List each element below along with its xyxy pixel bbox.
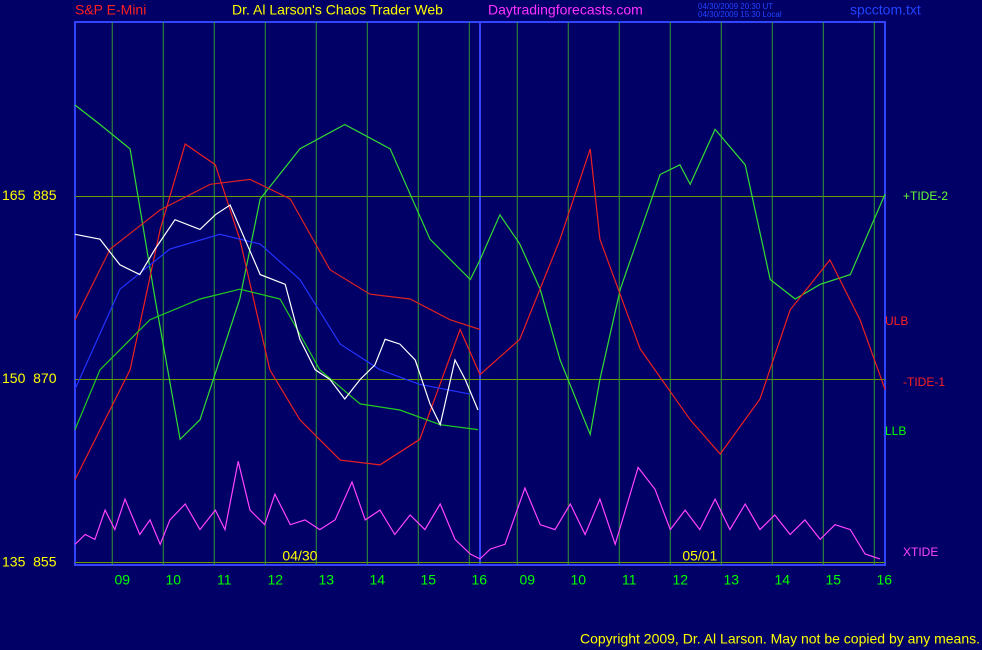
file-name: spcctom.txt bbox=[850, 2, 921, 18]
y-tick-label: 135 855 bbox=[2, 553, 57, 569]
annotation: +TIDE-2 bbox=[903, 189, 948, 203]
symbol: S&P E-Mini bbox=[75, 2, 146, 18]
line-series bbox=[74, 178, 481, 331]
x-tick-label: 13 bbox=[318, 572, 334, 588]
line-series bbox=[74, 461, 881, 560]
x-tick-label: 14 bbox=[774, 572, 790, 588]
x-tick-label: 11 bbox=[217, 572, 232, 588]
timestamp: 04/30/2009 20:30 UT bbox=[698, 2, 773, 11]
site: Daytradingforecasts.com bbox=[488, 2, 643, 18]
x-tick-label: 16 bbox=[471, 572, 487, 588]
line-series bbox=[74, 233, 471, 395]
x-tick-label: 15 bbox=[825, 572, 841, 588]
chart-title: Dr. Al Larson's Chaos Trader Web bbox=[232, 2, 443, 18]
line-series bbox=[74, 288, 479, 431]
y-tick-label: 165 885 bbox=[2, 187, 57, 203]
annotation: LLB bbox=[885, 424, 906, 438]
x-tick-label: 09 bbox=[519, 572, 535, 588]
line-series bbox=[74, 204, 479, 427]
line-series bbox=[74, 143, 886, 480]
x-tick-label: 14 bbox=[369, 572, 385, 588]
timestamp: 04/30/2009 15:30 Local bbox=[698, 10, 782, 19]
x-tick-label: 10 bbox=[570, 572, 586, 588]
line-series bbox=[74, 104, 886, 441]
annotation: XTIDE bbox=[903, 545, 938, 559]
x-tick-label: 12 bbox=[672, 572, 688, 588]
x-tick-label: 11 bbox=[622, 572, 637, 588]
x-tick-label: 09 bbox=[114, 572, 130, 588]
annotation: ULB bbox=[885, 314, 908, 328]
x-tick-label: 12 bbox=[267, 572, 283, 588]
x-tick-label: 16 bbox=[876, 572, 892, 588]
x-tick-label: 10 bbox=[165, 572, 181, 588]
x-tick-label: 13 bbox=[723, 572, 739, 588]
x-tick-label: 15 bbox=[420, 572, 436, 588]
copyright: Copyright 2009, Dr. Al Larson. May not b… bbox=[580, 631, 980, 647]
y-tick-label: 150 870 bbox=[2, 370, 57, 386]
annotation: -TIDE-1 bbox=[903, 375, 945, 389]
date-label: 04/30 bbox=[282, 548, 317, 564]
date-label: 05/01 bbox=[682, 548, 717, 564]
